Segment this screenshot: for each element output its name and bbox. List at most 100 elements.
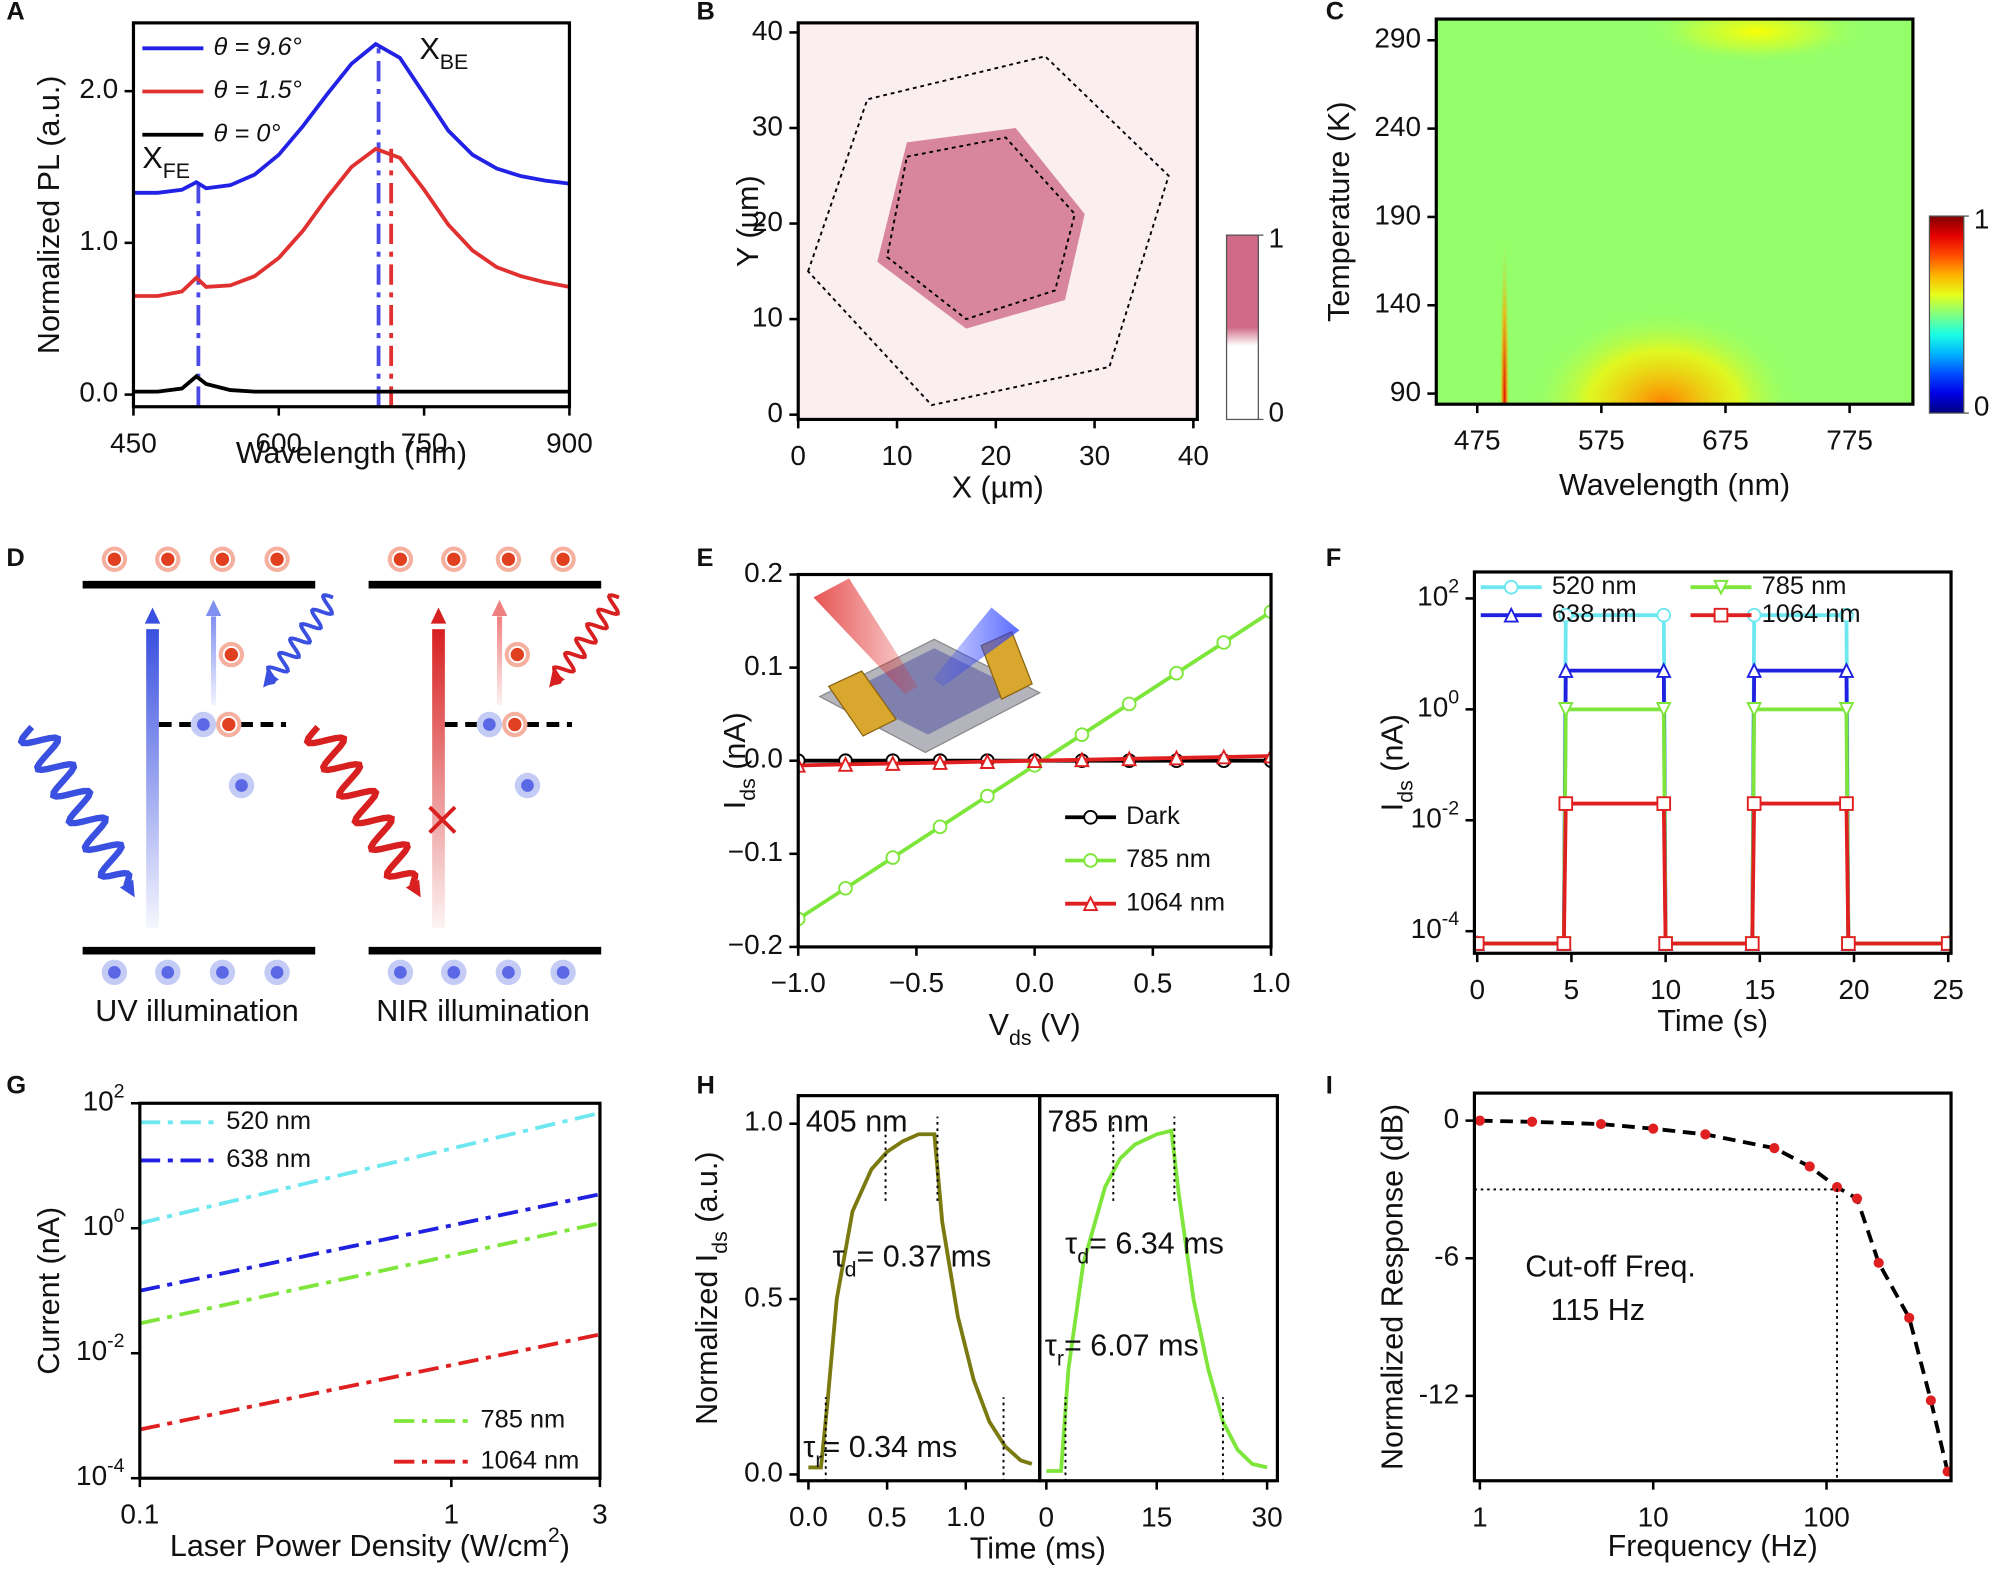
inset-beam <box>813 578 918 694</box>
panel-label: B <box>697 0 715 25</box>
series-line <box>133 373 570 394</box>
plot-frame <box>796 21 1199 422</box>
y-tick-label-exp: -4 <box>1442 908 1460 930</box>
y-tick-label: 10-4 <box>1411 908 1460 944</box>
point <box>1526 1116 1538 1127</box>
y-axis-label: Normalized Ids (a.u.) <box>690 1151 732 1424</box>
point <box>1655 662 1672 678</box>
legend-label: 785 nm <box>480 1406 565 1434</box>
x-tick-label: 675 <box>1702 425 1749 456</box>
annotation-part: d <box>845 1257 857 1281</box>
cutoff-guide <box>1474 1188 1838 1481</box>
electron <box>159 550 177 568</box>
hole <box>270 965 284 979</box>
annotation: Cut-off Freq. <box>1525 1250 1696 1284</box>
y-tick-label: 190 <box>1374 199 1421 230</box>
point <box>1648 1123 1659 1134</box>
point <box>1656 796 1672 811</box>
annotation-part: = 0.34 ms <box>822 1430 957 1464</box>
photon <box>551 593 620 686</box>
hole <box>216 965 229 979</box>
y-tick-label: 1.0 <box>79 225 118 256</box>
series-line <box>139 1111 600 1226</box>
electron <box>506 715 524 734</box>
x-tick-label: 10 <box>1638 1501 1669 1532</box>
point <box>1746 702 1763 718</box>
colorbar <box>1928 215 1965 414</box>
x-tick-label: 600 <box>255 427 302 458</box>
y-tick-label: 0.0 <box>744 1457 783 1488</box>
arrow-head <box>119 879 135 898</box>
plot-area <box>1436 19 1913 405</box>
electron <box>220 715 238 734</box>
annotation: τr= 6.07 ms <box>1045 1328 1199 1370</box>
x-axis-label: Wavelength (nm) <box>1559 468 1790 502</box>
y-axis-label: Ids (nA) <box>718 712 760 809</box>
plot-frame <box>1434 17 1915 406</box>
y-axis-label-part: ds <box>1393 780 1417 803</box>
y-axis-label-part: (a.u.) <box>690 1151 724 1231</box>
colorbar-label: 1 <box>1974 204 1990 235</box>
panel-label: F <box>1326 544 1342 572</box>
y-axis-label-part: (nA) <box>1375 714 1409 780</box>
y-tick-label-base: 10 <box>83 1211 114 1242</box>
y-tick-label-exp: 2 <box>114 1080 125 1102</box>
arrow-head <box>491 599 508 616</box>
point <box>1558 607 1574 623</box>
annotation-part: τ <box>803 1430 815 1464</box>
y-tick-label-base: 1.0 <box>79 225 118 256</box>
transition-arrow <box>432 629 445 928</box>
hole <box>556 965 570 979</box>
point <box>1851 1193 1863 1204</box>
y-tick-label: 10-4 <box>76 1455 125 1491</box>
point <box>1169 665 1184 681</box>
point <box>1873 1257 1884 1268</box>
point <box>1503 579 1519 595</box>
x-tick-label-base: 1.0 <box>946 1501 985 1532</box>
x-tick-label: 475 <box>1454 425 1501 456</box>
point <box>1769 1143 1780 1154</box>
y-tick-label-base: −0.1 <box>728 836 783 867</box>
point <box>1746 796 1762 811</box>
x-axis-label-part: Laser Power Density (W/cm <box>170 1529 548 1563</box>
plot-area <box>1046 1116 1268 1481</box>
x-tick-label: 3 <box>592 1499 608 1530</box>
y-tick-label-base: −0.2 <box>728 929 783 960</box>
legend-label: 1064 nm <box>480 1446 579 1474</box>
x-tick-label: −1.0 <box>771 967 826 998</box>
series-line <box>139 1192 600 1293</box>
panel-label: E <box>697 544 714 572</box>
panel-label: G <box>6 1071 26 1099</box>
hole <box>108 965 121 979</box>
x-tick-label: 0.0 <box>789 1501 828 1532</box>
x-tick-label: 1 <box>444 1499 460 1530</box>
y-tick-label: 0 <box>767 397 783 428</box>
point <box>932 754 948 770</box>
x-tick-label: 30 <box>1079 440 1110 471</box>
x-tick-label: 750 <box>401 427 448 458</box>
plot-area <box>139 1111 600 1432</box>
blocked <box>428 805 457 834</box>
y-tick-label-exp: -4 <box>107 1455 125 1477</box>
y-axis-label: Normalized PL (a.u.) <box>32 76 66 355</box>
panel-label: A <box>6 0 24 25</box>
arrow-head <box>263 670 279 688</box>
point <box>1925 1395 1936 1406</box>
y-tick-label-base: 10 <box>1417 692 1448 723</box>
annotation-part: X <box>142 141 162 175</box>
y-tick-label: 140 <box>1374 288 1421 319</box>
plot-frame <box>1038 1094 1279 1483</box>
x-tick-label: 1.0 <box>946 1501 985 1532</box>
annotation-part: = 6.34 ms <box>1089 1227 1224 1261</box>
legend-label: 638 nm <box>1552 600 1637 628</box>
point <box>1804 1161 1815 1172</box>
annotation-part: τ <box>833 1239 845 1273</box>
y-axis-label: Normalized Response (dB) <box>1375 1104 1409 1470</box>
y-tick-label-base: 0.0 <box>744 1457 783 1488</box>
x-tick-label: 0.1 <box>120 1499 159 1530</box>
x-tick-label-base: −1.0 <box>771 967 826 998</box>
x-tick-label: 15 <box>1744 974 1775 1005</box>
plot-frame <box>131 21 572 409</box>
annotation-part: = 0.37 ms <box>856 1239 991 1273</box>
y-axis-label-part: I <box>718 801 752 809</box>
